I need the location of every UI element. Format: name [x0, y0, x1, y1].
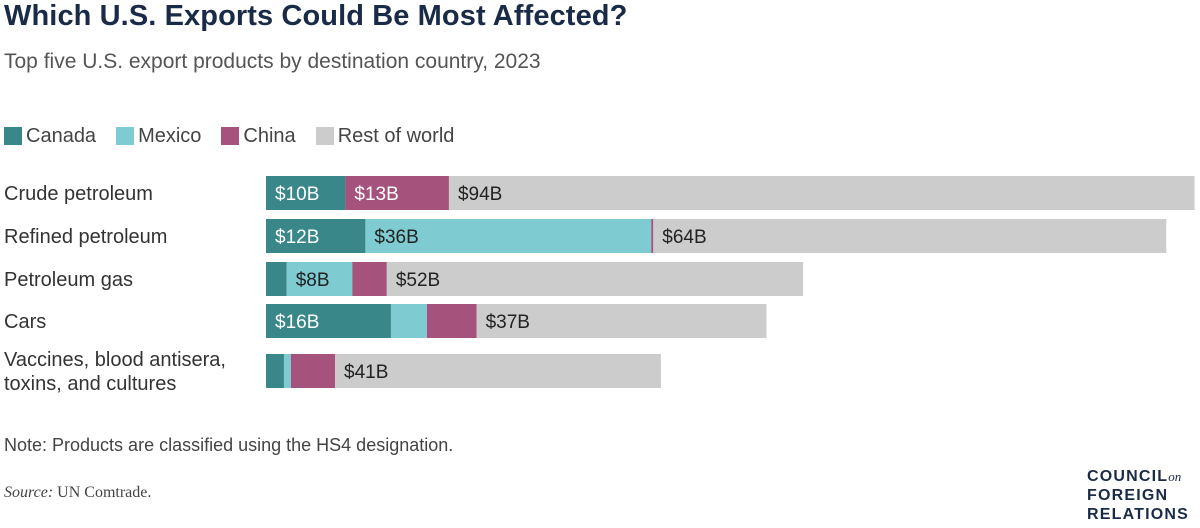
logo-line-1: COUNCILon [1087, 468, 1182, 485]
bar-vaccines-blood-antisera-toxins-and-cultures-rest-of-world [335, 354, 661, 388]
legend-swatch-china [221, 127, 240, 145]
data-label-refined-petroleum-rest-of-world: $64B [662, 227, 706, 248]
bar-vaccines-blood-antisera-toxins-and-cultures-mexico [283, 354, 291, 388]
legend-item-canada: Canada [4, 125, 96, 148]
bar-cars-china [426, 304, 477, 338]
data-label-refined-petroleum-canada: $12B [275, 227, 319, 248]
legend-label-rest-of-world: Rest of world [337, 124, 455, 147]
legend-label-canada: Canada [26, 124, 97, 147]
source-text: UN Comtrade. [53, 484, 152, 501]
category-label-vaccines-blood-antisera-toxins-and-cultures: Vaccines, blood antisera, toxins, and cul… [4, 349, 226, 395]
category-label-refined-petroleum: Refined petroleum [4, 226, 167, 248]
legend-label-china: China [243, 124, 296, 147]
source-label: Source: [4, 484, 54, 501]
bar-refined-petroleum-rest-of-world [653, 219, 1167, 253]
bar-cars-canada [266, 304, 391, 338]
bar-refined-petroleum-mexico [365, 219, 652, 253]
legend-label-mexico: Mexico [138, 124, 202, 147]
cfr-logo: COUNCILon FOREIGN RELATIONS [1087, 467, 1199, 524]
category-label-cars: Cars [4, 311, 46, 333]
category-label-petroleum-gas: Petroleum gas [4, 269, 133, 291]
bar-refined-petroleum-china [651, 219, 654, 253]
bar-petroleum-gas-china [352, 262, 387, 296]
data-label-cars-canada: $16B [275, 312, 319, 333]
data-label-petroleum-gas-rest-of-world: $52B [396, 270, 440, 291]
bar-cars-rest-of-world [476, 304, 767, 338]
chart-note: Note: Products are classified using the … [4, 435, 454, 455]
chart-source: Source: UN Comtrade. [4, 484, 151, 502]
logo-line-2: FOREIGN [1087, 487, 1169, 504]
data-label-cars-rest-of-world: $37B [486, 312, 530, 333]
legend-item-mexico: Mexico [116, 125, 201, 148]
legend-item-rest-of-world: Rest of world [315, 124, 455, 148]
data-label-crude-petroleum-china: $13B [354, 184, 398, 205]
bar-petroleum-gas-mexico [286, 262, 353, 296]
data-label-petroleum-gas-mexico: $8B [296, 270, 330, 291]
data-label-refined-petroleum-mexico: $36B [374, 227, 418, 248]
bar-crude-petroleum-china [345, 176, 449, 210]
legend-item-china: China [221, 124, 296, 148]
legend-swatch-rest-of-world [315, 127, 334, 145]
legend-swatch-mexico [116, 127, 135, 145]
bar-petroleum-gas-rest-of-world [386, 262, 804, 296]
data-label-vaccines-blood-antisera-toxins-and-cultures-rest-of-world: $41B [344, 362, 388, 383]
data-label-crude-petroleum-canada: $10B [275, 184, 319, 205]
bar-petroleum-gas-canada [266, 262, 287, 296]
data-label-crude-petroleum-rest-of-world: $94B [458, 184, 502, 205]
legend-swatch-canada [4, 127, 22, 145]
bar-vaccines-blood-antisera-toxins-and-cultures-china [290, 354, 336, 388]
chart-subtitle: Top five U.S. export products by destina… [4, 50, 541, 73]
chart-title: Which U.S. Exports Could Be Most Affecte… [4, 0, 628, 32]
bar-crude-petroleum-canada [266, 176, 346, 210]
logo-line-3: RELATIONS [1087, 506, 1190, 523]
legend: Canada Mexico China Rest of world [4, 122, 474, 150]
bar-cars-mexico [390, 304, 427, 338]
category-label-crude-petroleum: Crude petroleum [4, 183, 153, 205]
bar-vaccines-blood-antisera-toxins-and-cultures-canada [266, 354, 284, 388]
bar-refined-petroleum-canada [266, 219, 366, 253]
bar-crude-petroleum-rest-of-world [448, 176, 1195, 210]
